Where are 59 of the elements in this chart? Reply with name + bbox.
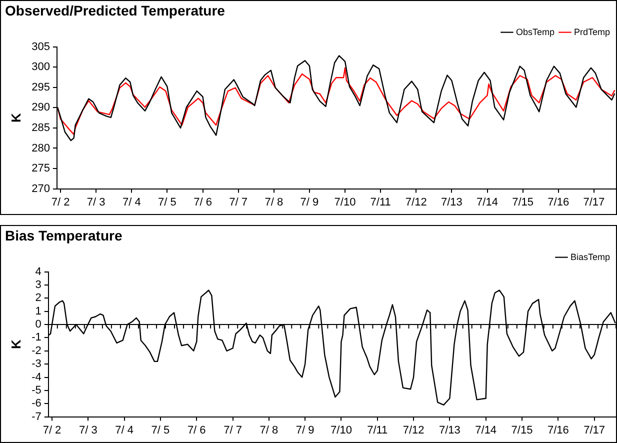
legend-label: BiasTemp	[570, 252, 610, 262]
x-tick-label: 7/17	[583, 196, 605, 208]
x-tick-label: 7/ 5	[151, 424, 170, 436]
x-tick-label: 7/10	[334, 196, 356, 208]
x-tick-label: 7/ 5	[158, 196, 176, 208]
x-tick-label: 7/15	[511, 424, 533, 436]
y-axis-title: K	[8, 112, 24, 122]
x-tick-label: 7/10	[330, 424, 352, 436]
y-tick-label: 300	[32, 61, 50, 74]
y-tick-label: 2	[35, 292, 42, 304]
y-tick-label: -1	[32, 332, 42, 344]
x-tick-label: 7/ 6	[187, 424, 206, 436]
y-tick-label: 280	[32, 142, 50, 154]
x-tick-label: 7/ 4	[122, 196, 141, 208]
x-tick-label: 7/ 2	[51, 196, 70, 208]
y-tick-label: 285	[32, 122, 50, 134]
x-tick-label: 7/ 9	[300, 196, 319, 208]
x-tick-label: 7/16	[548, 196, 570, 208]
y-tick-label: 3	[35, 279, 42, 292]
x-tick-label: 7/16	[547, 424, 569, 436]
x-tick-label: 7/ 9	[296, 424, 314, 436]
x-tick-label: 7/ 3	[86, 196, 106, 208]
y-tick-label: -6	[32, 398, 42, 410]
legend-label: PrdTemp	[574, 26, 610, 37]
y-tick-label: -3	[32, 358, 42, 370]
x-tick-label: 7/12	[405, 196, 427, 208]
y-tick-label: -2	[32, 344, 42, 357]
y-tick-label: 295	[32, 81, 50, 94]
x-tick-label: 7/17	[584, 424, 606, 436]
y-tick-label: 1	[35, 305, 42, 318]
y-tick-label: -5	[32, 384, 42, 396]
x-tick-label: 7/ 4	[115, 424, 134, 436]
x-tick-label: 7/13	[438, 424, 460, 436]
x-tick-label: 7/ 6	[194, 196, 212, 208]
x-tick-label: 7/13	[440, 196, 462, 208]
y-axis-title: K	[8, 338, 24, 349]
chart-title: Bias Temperature	[5, 227, 122, 244]
x-tick-label: 7/ 8	[260, 424, 278, 436]
chart-title: Observed/Predicted Temperature	[5, 2, 226, 18]
y-tick-label: 270	[32, 182, 50, 195]
x-tick-label: 7/ 3	[78, 424, 98, 436]
y-tick-label: -7	[32, 410, 42, 423]
x-tick-label: 7/ 2	[42, 424, 62, 436]
x-tick-label: 7/ 7	[229, 196, 248, 208]
y-tick-label: 275	[32, 162, 50, 175]
x-tick-label: 7/14	[475, 424, 497, 436]
x-tick-label: 7/ 8	[264, 196, 284, 208]
y-tick-label: 0	[35, 318, 42, 331]
legend-label: ObsTemp	[516, 26, 554, 37]
x-tick-label: 7/11	[370, 196, 391, 208]
x-tick-label: 7/11	[367, 424, 388, 436]
y-tick-label: 4	[35, 266, 42, 278]
y-tick-label: 305	[32, 40, 50, 53]
x-tick-label: 7/ 7	[224, 424, 242, 436]
y-tick-label: 290	[32, 102, 50, 114]
x-tick-label: 7/15	[512, 196, 534, 208]
y-tick-label: -4	[32, 371, 42, 384]
x-tick-label: 7/14	[476, 196, 498, 208]
x-tick-label: 7/12	[402, 424, 424, 436]
